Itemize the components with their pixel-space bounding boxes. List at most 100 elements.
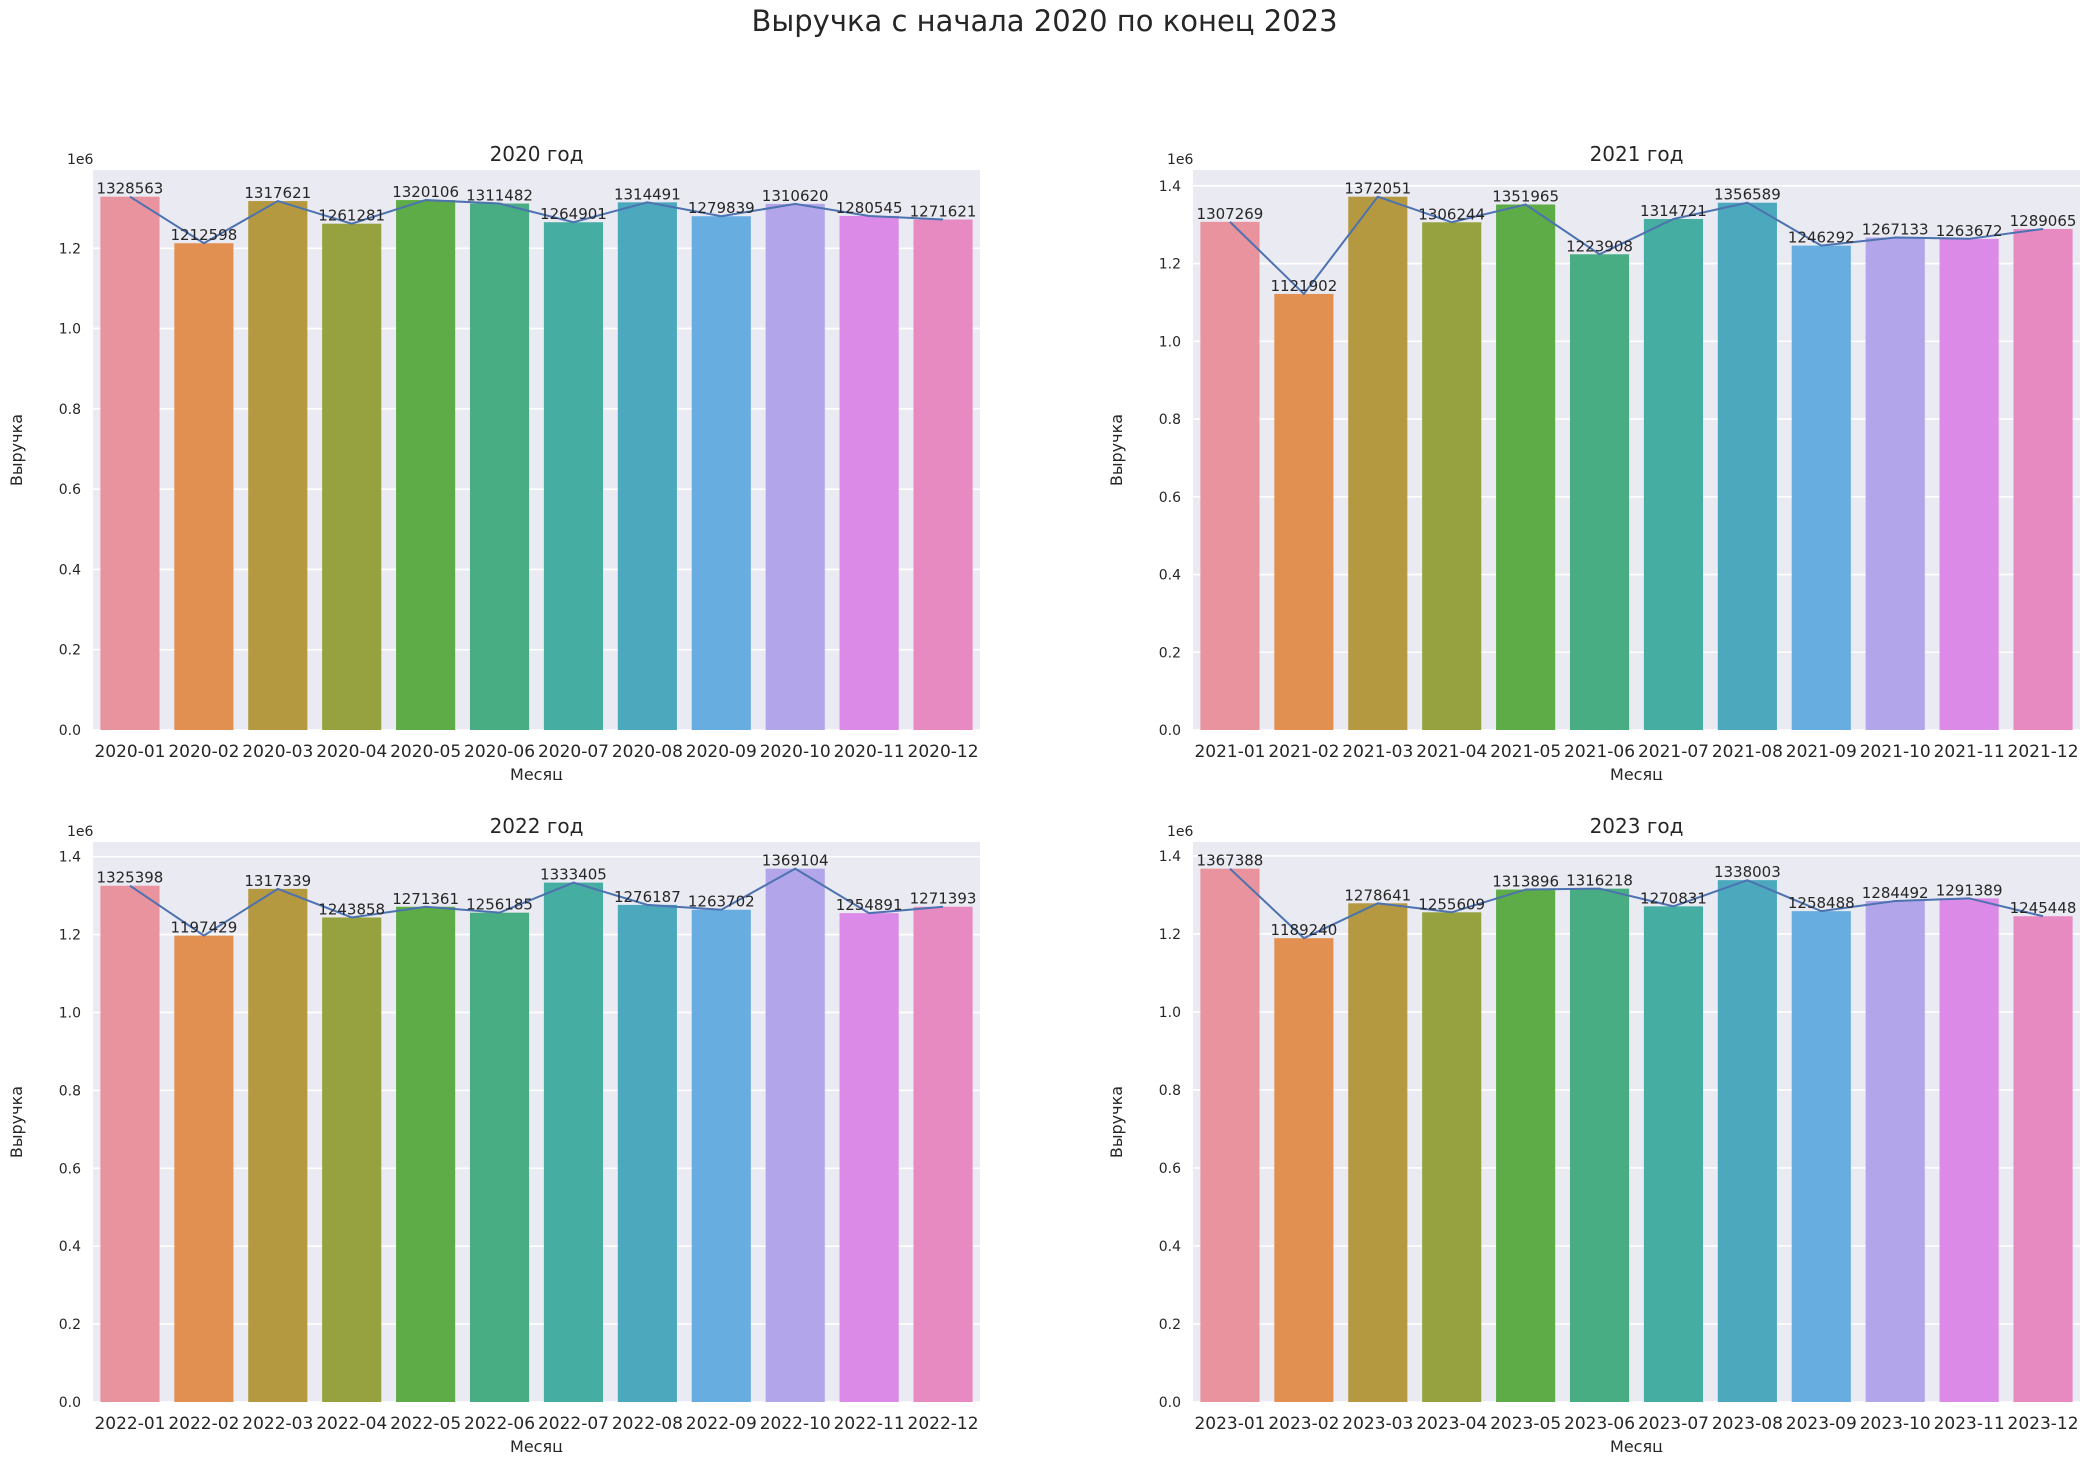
bar <box>469 203 530 730</box>
x-tick-label: 2022-07 <box>538 1414 609 1434</box>
bar <box>396 200 456 731</box>
x-tick-label: 2023-12 <box>2008 1414 2079 1434</box>
y-tick-label: 0.2 <box>1159 1317 1181 1333</box>
bar <box>396 906 456 1402</box>
bar <box>2013 228 2073 730</box>
x-axis-label: Месяц <box>510 765 563 780</box>
bar <box>174 243 234 731</box>
data-label: 1267133 <box>1862 220 1929 238</box>
y-tick-label: 0.0 <box>59 723 81 739</box>
bar <box>248 201 308 731</box>
x-tick-label: 2021-04 <box>1416 742 1487 762</box>
x-tick-label: 2022-06 <box>464 1414 535 1434</box>
data-label: 1317621 <box>244 184 311 202</box>
bar <box>1717 202 1777 730</box>
x-tick-label: 2020-07 <box>538 742 609 762</box>
data-label: 1311482 <box>466 187 533 205</box>
data-label: 1291389 <box>1936 881 2003 899</box>
x-tick-label: 2020-12 <box>908 742 979 762</box>
data-label: 1320106 <box>392 183 459 201</box>
y-tick-label: 0.8 <box>1159 412 1181 428</box>
data-label: 1270831 <box>1640 889 1707 907</box>
data-label: 1278641 <box>1344 886 1411 904</box>
trend-line <box>129 195 944 245</box>
y-tick-label: 1.2 <box>1159 927 1181 943</box>
bar <box>839 215 899 730</box>
data-label: 1271361 <box>392 890 459 908</box>
x-tick-label: 2022-10 <box>760 1414 831 1434</box>
data-label: 1289065 <box>2010 212 2077 230</box>
data-label: 1310620 <box>762 187 829 205</box>
bar <box>1496 889 1556 1402</box>
y-tick-label: 0.8 <box>59 402 81 418</box>
bar <box>1939 238 1999 730</box>
bar <box>1643 906 1704 1402</box>
data-label: 1314491 <box>614 185 681 203</box>
data-label: 1313896 <box>1492 873 1559 891</box>
bar <box>1200 221 1260 730</box>
bar <box>1939 898 1999 1402</box>
data-label: 1245448 <box>2010 899 2077 917</box>
y-tick-label: 1.2 <box>59 928 81 944</box>
data-label: 1328563 <box>97 180 164 198</box>
x-axis-label: Месяц <box>1610 1437 1663 1452</box>
bar <box>543 882 604 1402</box>
chart-svg: 0.0 0.2 0.4 0.6 0.8 1.0 1.2 1.4 1e6 1307269 112190… <box>1107 142 2080 784</box>
bar <box>1422 912 1482 1402</box>
data-label: 1367388 <box>1197 852 1264 870</box>
offset-text: 1e6 <box>1167 152 1194 168</box>
chart-title: 2022 год <box>490 814 584 838</box>
data-label: 1356589 <box>1714 186 1781 204</box>
x-tick-label: 2021-10 <box>1860 742 1931 762</box>
bar <box>1865 237 1925 730</box>
x-tick-label: 2021-07 <box>1638 742 1709 762</box>
bar <box>765 868 825 1402</box>
x-tick-label: 2022-05 <box>390 1414 461 1434</box>
x-tick-label: 2023-07 <box>1638 1414 1709 1434</box>
data-label: 1254891 <box>836 896 903 914</box>
y-axis-label: Выручка <box>1107 414 1126 486</box>
x-tick-label: 2020-06 <box>464 742 535 762</box>
x-tick-label: 2022-11 <box>834 1414 905 1434</box>
bar <box>1791 911 1851 1402</box>
panel-2022: 0.0 0.2 0.4 0.6 0.8 1.0 1.2 1.4 1e6 1325398 119742… <box>0 802 990 1456</box>
x-tick-label: 2023-09 <box>1786 1414 1857 1434</box>
bar <box>469 912 530 1402</box>
data-label: 1317339 <box>244 872 311 890</box>
data-label: 1263702 <box>688 893 755 911</box>
data-label: 1284492 <box>1862 884 1929 902</box>
bar <box>1791 245 1851 730</box>
data-label: 1223908 <box>1566 237 1633 255</box>
x-tick-label: 2020-04 <box>316 742 387 762</box>
bar <box>100 885 160 1402</box>
x-tick-label: 2020-10 <box>760 742 831 762</box>
data-label: 1212598 <box>170 226 237 244</box>
bar <box>174 935 234 1402</box>
data-label: 1263672 <box>1936 222 2003 240</box>
y-tick-label: 1.2 <box>59 241 81 257</box>
bar <box>617 202 677 730</box>
x-tick-label: 2021-12 <box>2008 742 2079 762</box>
x-tick-label: 2023-06 <box>1564 1414 1635 1434</box>
x-tick-label: 2022-12 <box>908 1414 979 1434</box>
x-tick-label: 2022-02 <box>168 1414 239 1434</box>
data-label: 1189240 <box>1270 921 1337 939</box>
x-tick-label: 2023-04 <box>1416 1414 1487 1434</box>
x-tick-label: 2020-08 <box>612 742 683 762</box>
y-tick-label: 0.0 <box>59 1395 81 1411</box>
trend-line <box>1229 867 2044 940</box>
bar <box>1717 880 1777 1402</box>
x-tick-label: 2023-10 <box>1860 1414 1931 1434</box>
bar <box>322 223 382 730</box>
y-tick-label: 1.2 <box>1159 257 1181 273</box>
bar <box>100 196 160 730</box>
data-label: 1271621 <box>910 203 977 221</box>
x-tick-label: 2020-03 <box>242 742 313 762</box>
bar <box>1569 254 1630 730</box>
chart-title: 2021 год <box>1590 142 1684 166</box>
y-tick-label: 1.0 <box>1159 334 1181 350</box>
chart-title: 2023 год <box>1590 814 1684 838</box>
bar <box>322 917 382 1402</box>
